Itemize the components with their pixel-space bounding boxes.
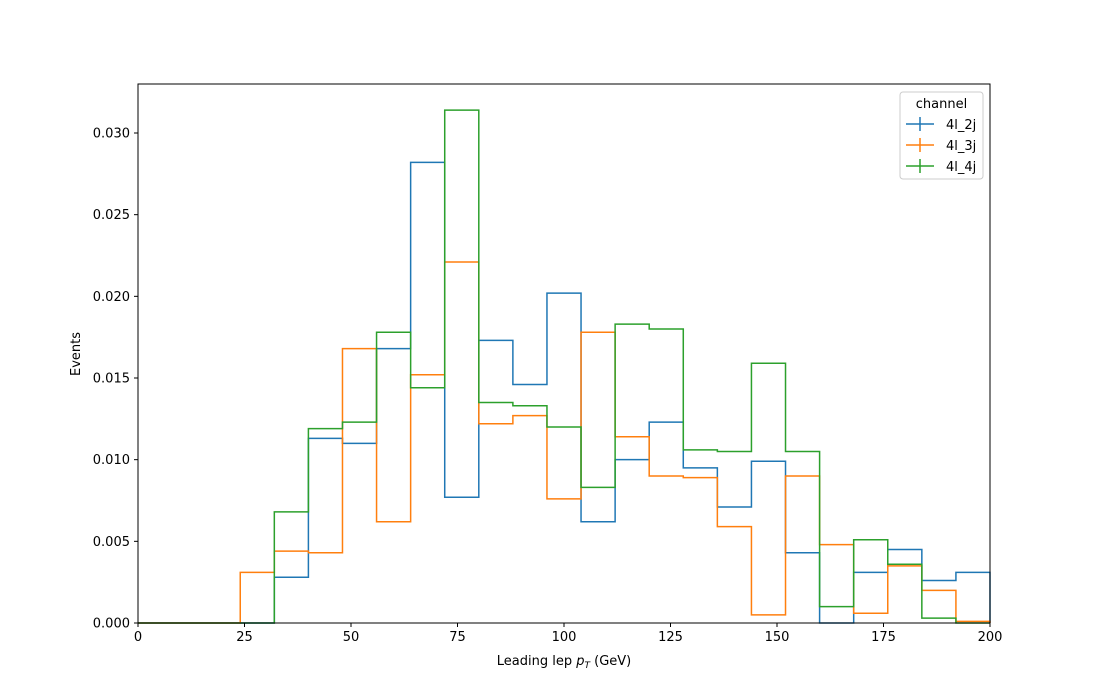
legend-entry-4l_4j: 4l_4j xyxy=(906,159,976,175)
series-step-4l_3j xyxy=(138,261,991,624)
y-tick-label: 0.030 xyxy=(93,127,130,142)
legend-label: 4l_3j xyxy=(946,139,976,154)
legend-label: 4l_2j xyxy=(946,118,976,133)
y-axis: 0.000 0.005 0.010 0.015 0.020 0.025 0.030 xyxy=(93,127,138,632)
y-tick-label: 0.005 xyxy=(93,535,130,550)
x-axis-label: Leading lep pT (GeV) xyxy=(497,654,631,671)
legend-entry-4l_3j: 4l_3j xyxy=(906,138,976,154)
series-layer xyxy=(138,109,991,624)
x-axis: 0 25 50 75 100 125 150 175 200 xyxy=(134,623,1003,645)
y-tick-label: 0.000 xyxy=(93,617,130,632)
x-tick-label: 200 xyxy=(978,630,1003,645)
x-tick-label: 0 xyxy=(134,630,142,645)
x-tick-label: 75 xyxy=(449,630,466,645)
x-tick-label: 100 xyxy=(552,630,577,645)
series-step-4l_2j xyxy=(138,161,991,624)
y-tick-label: 0.010 xyxy=(93,453,130,468)
y-tick-label: 0.020 xyxy=(93,290,130,305)
y-axis-label: Events xyxy=(69,332,84,376)
x-tick-label: 50 xyxy=(343,630,360,645)
y-tick-label: 0.015 xyxy=(93,372,130,387)
x-tick-label: 25 xyxy=(236,630,253,645)
legend-entries: 4l_2j 4l_3j 4l_4j xyxy=(906,117,976,175)
legend: channel 4l_2j 4l_3j 4l_4j xyxy=(899,91,984,180)
series-step-4l_4j xyxy=(138,109,990,624)
x-tick-label: 150 xyxy=(765,630,790,645)
legend-box xyxy=(899,91,984,180)
x-tick-label: 125 xyxy=(658,630,683,645)
legend-entry-4l_2j: 4l_2j xyxy=(906,117,976,133)
y-tick-label: 0.025 xyxy=(93,208,130,223)
legend-label: 4l_4j xyxy=(946,160,976,175)
legend-title: channel xyxy=(916,97,967,112)
x-tick-label: 175 xyxy=(871,630,896,645)
